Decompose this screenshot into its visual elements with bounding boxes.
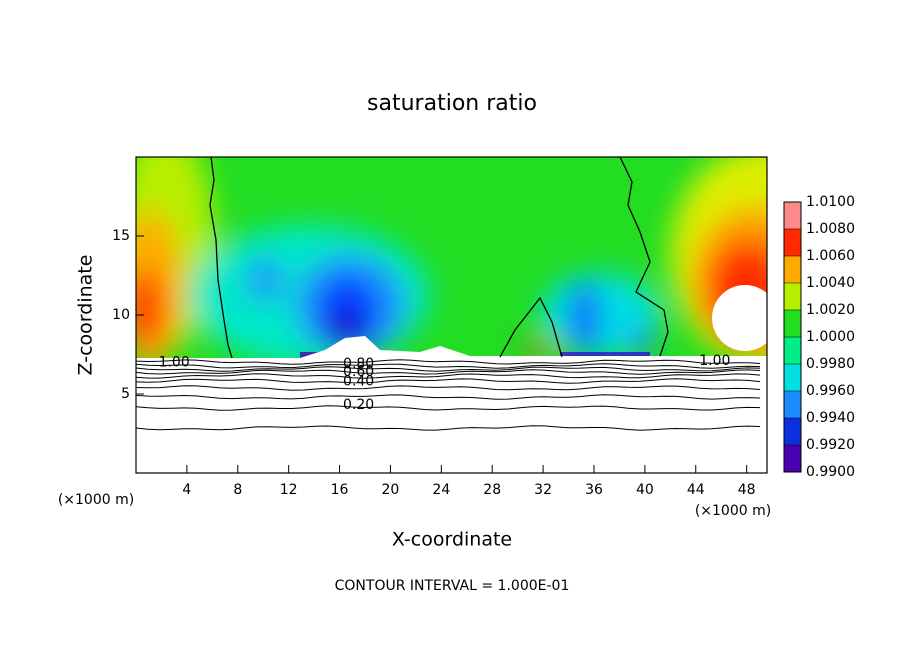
- contour-line: [136, 378, 761, 384]
- x-tick-label: 20: [382, 482, 400, 498]
- colorbar-label: 0.9960: [806, 383, 855, 399]
- contour-label: 1.00: [699, 353, 730, 369]
- colorbar-band: [784, 391, 801, 418]
- colorbar-band: [784, 364, 801, 391]
- colorbar-label: 0.9900: [806, 464, 855, 480]
- contour-label: 0.40: [343, 373, 374, 389]
- colorbar-band: [784, 310, 801, 337]
- y-tick-label: 10: [112, 307, 130, 323]
- colorbar-label: 1.0020: [806, 302, 855, 318]
- x-tick-label: 48: [738, 482, 756, 498]
- colorbar-band: [784, 202, 801, 229]
- x-axis-label: X-coordinate: [392, 529, 512, 551]
- x-tick-label: 4: [182, 482, 191, 498]
- colorbar-band: [784, 337, 801, 364]
- colorbar-label: 0.9940: [806, 410, 855, 426]
- colorbar-label: 0.9980: [806, 356, 855, 372]
- contour-label: 1.00: [159, 354, 190, 370]
- x-tick-label: 32: [534, 482, 552, 498]
- colorbar-label: 1.0040: [806, 275, 855, 291]
- contour-line: [136, 373, 761, 379]
- contour-line: [136, 359, 761, 365]
- colorbar-band: [784, 229, 801, 256]
- colorbar-label: 1.0060: [806, 248, 855, 264]
- chart-title: saturation ratio: [367, 91, 537, 116]
- x-tick-label: 16: [331, 482, 349, 498]
- x-tick-label: 40: [636, 482, 654, 498]
- x-unit-label: (×1000 m): [695, 503, 771, 519]
- contour-label: 0.60: [343, 364, 374, 380]
- contour-label: 0.20: [343, 397, 374, 413]
- field: [136, 157, 767, 473]
- contour-line: [136, 366, 761, 372]
- colorbar-label: 1.0000: [806, 329, 855, 345]
- contour-label: 0.80: [343, 356, 374, 372]
- contour-line: [136, 394, 761, 400]
- x-tick-label: 28: [483, 482, 501, 498]
- y-axis-label: Z-coordinate: [75, 255, 97, 376]
- contour-line: [136, 425, 761, 431]
- y-tick-label: 15: [112, 228, 130, 244]
- x-tick-label: 24: [432, 482, 450, 498]
- y-tick-label: 5: [121, 386, 130, 402]
- x-unit-label: (×1000 m): [58, 492, 134, 508]
- colorbar-band: [784, 283, 801, 310]
- x-tick-label: 44: [687, 482, 705, 498]
- contour-line: [136, 405, 761, 411]
- contour-line: [136, 385, 761, 391]
- colorbar-band: [784, 445, 801, 472]
- colorbar-band: [784, 418, 801, 445]
- colorbar-label: 0.9920: [806, 437, 855, 453]
- colorbar-label: 1.0080: [806, 221, 855, 237]
- footer: CONTOUR INTERVAL = 1.000E-01: [335, 578, 570, 594]
- colorbar-band: [784, 256, 801, 283]
- x-tick-label: 36: [585, 482, 603, 498]
- x-tick-label: 12: [280, 482, 298, 498]
- x-tick-label: 8: [233, 482, 242, 498]
- contour-line: [136, 363, 761, 369]
- colorbar-label: 1.0100: [806, 194, 855, 210]
- contour-line: [136, 369, 761, 375]
